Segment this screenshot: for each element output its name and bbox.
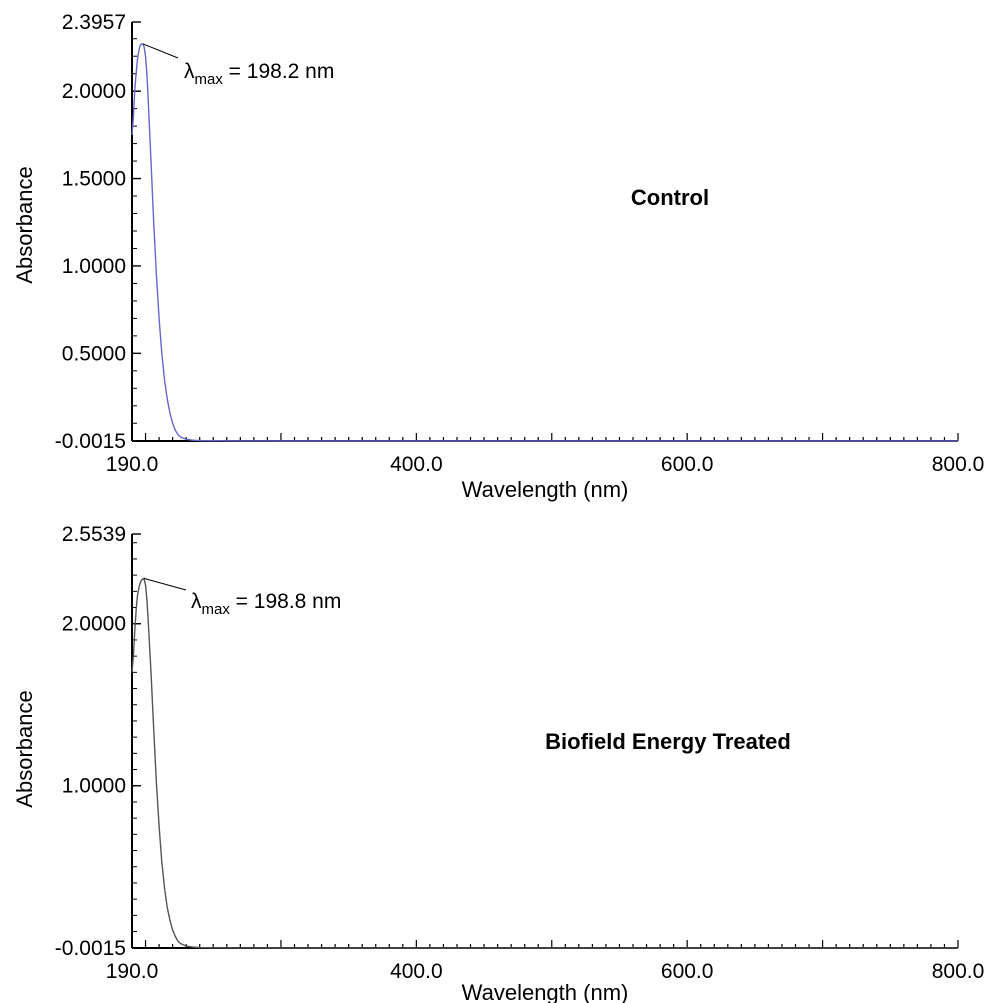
y-tick-label: 1.0000 [62,775,126,798]
lambda-symbol: λ [191,590,202,613]
lambda-symbol: λ [184,60,195,83]
y-tick-label: 1.5000 [62,168,126,191]
panel-label: Biofield Energy Treated [545,729,791,754]
x-axis-title: Wavelength (nm) [462,980,629,1003]
x-tick-label: 600.0 [661,960,714,983]
y-tick-label: 2.3957 [62,11,126,34]
spectrum-line [131,43,958,442]
x-tick-label: 800.0 [932,453,985,476]
lambda-subscript: max [195,71,224,88]
panel-label: Control [631,185,709,210]
x-tick-label: 400.0 [390,453,443,476]
y-tick-label: 0.5000 [62,342,126,365]
y-tick-label: 2.0000 [62,613,126,636]
lambda-max-annotation: λmax = 198.8 nm [191,590,341,618]
spectrum-line [131,577,958,949]
y-tick-label: 2.5539 [62,523,126,546]
x-tick-label: 600.0 [661,453,714,476]
lambda-value: = 198.8 nm [230,590,342,613]
lambda-value: = 198.2 nm [223,60,335,83]
peak-leader-line [143,577,187,591]
y-axis-title: Absorbance [12,166,37,283]
y-tick-label: 1.0000 [62,255,126,278]
chart-panel-1: -0.0015 0.5000 1.0000 1.5000 2.0000 2.3957 190… [12,11,984,502]
lambda-subscript: max [202,601,231,618]
peak-leader-line [142,43,179,59]
lambda-max-annotation: λmax = 198.2 nm [184,60,334,88]
y-axis-title: Absorbance [12,690,37,807]
x-tick-label: 800.0 [932,960,985,983]
y-tick-label: 2.0000 [62,80,126,103]
y-tick-label: -0.0015 [55,430,126,453]
x-tick-label: 190.0 [106,453,159,476]
x-tick-label: 400.0 [390,960,443,983]
chart-panel-2: -0.0015 1.0000 2.0000 2.5539 190.0 400.0 600.0… [12,523,984,1003]
x-axis-title: Wavelength (nm) [462,477,629,502]
x-tick-label: 190.0 [106,960,159,983]
y-tick-label: -0.0015 [55,937,126,960]
